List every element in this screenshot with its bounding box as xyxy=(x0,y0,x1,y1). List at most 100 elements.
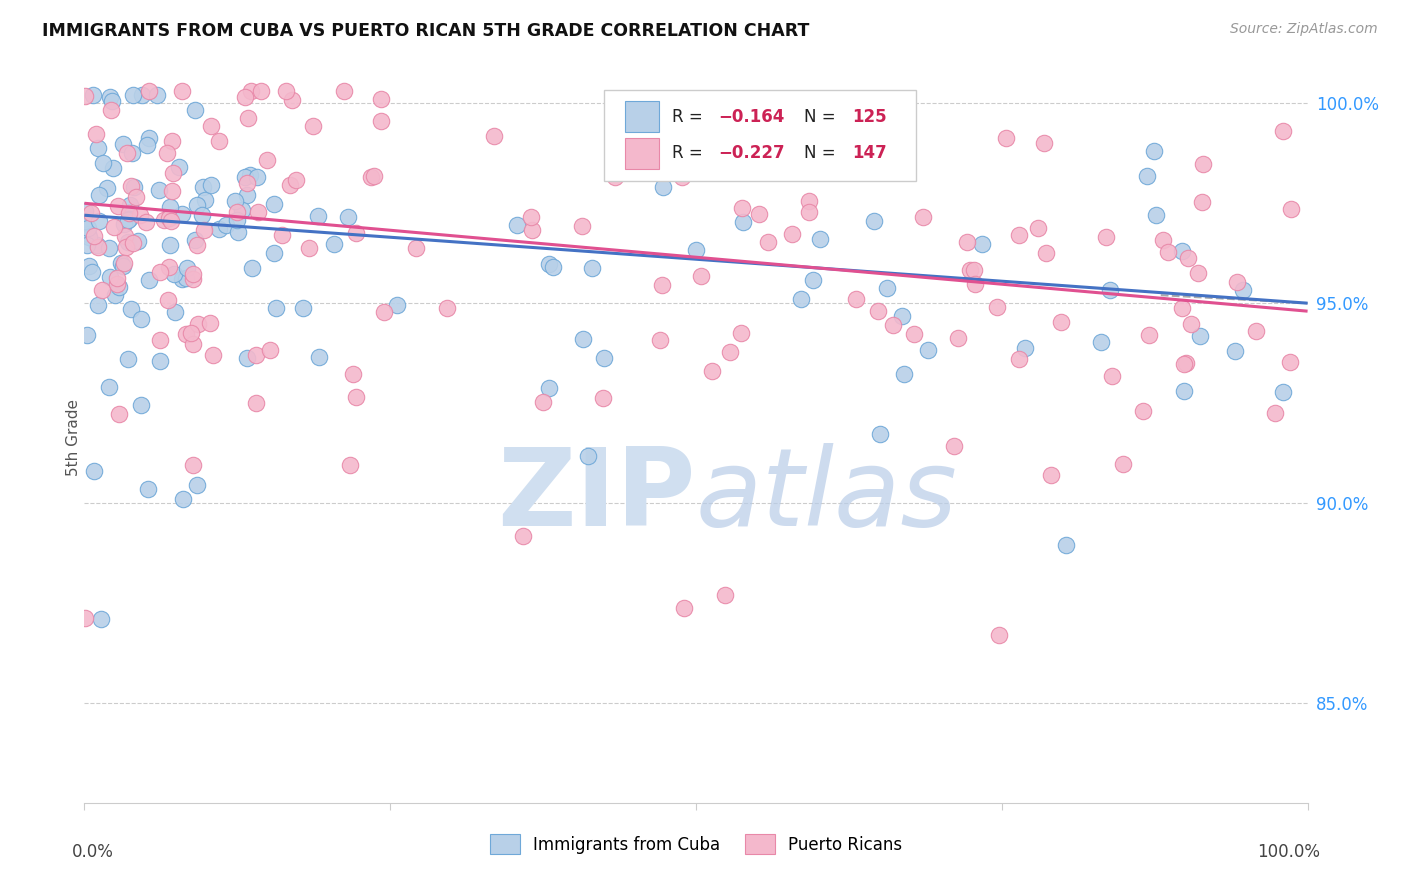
Point xyxy=(98,269,121,284)
Point xyxy=(801,273,824,287)
Point xyxy=(240,261,263,276)
Point xyxy=(1152,233,1174,247)
Point xyxy=(956,235,979,249)
Point xyxy=(104,288,127,302)
Point xyxy=(224,194,246,208)
Point xyxy=(87,298,110,312)
Point xyxy=(86,238,108,252)
Point xyxy=(385,298,408,312)
Point xyxy=(176,327,198,342)
Point xyxy=(200,119,222,133)
Point xyxy=(122,236,145,251)
Point xyxy=(339,458,361,473)
Point xyxy=(138,84,160,98)
Point xyxy=(135,215,157,229)
Point xyxy=(730,326,752,340)
Point xyxy=(1050,315,1073,329)
Point xyxy=(1226,275,1249,289)
Text: 0.0%: 0.0% xyxy=(72,843,114,861)
Point xyxy=(405,241,427,255)
Point xyxy=(112,256,135,270)
Point xyxy=(1171,244,1194,259)
Point xyxy=(236,111,259,125)
Point xyxy=(122,88,145,103)
Point xyxy=(167,160,190,174)
Text: 147: 147 xyxy=(852,145,887,162)
Text: R =: R = xyxy=(672,145,707,162)
Point xyxy=(226,205,249,219)
Point xyxy=(174,271,197,285)
Point xyxy=(541,260,564,274)
Point xyxy=(108,407,131,421)
Point xyxy=(89,214,111,228)
Text: N =: N = xyxy=(804,108,841,126)
Point xyxy=(263,197,285,211)
Point xyxy=(1264,406,1286,420)
Point xyxy=(572,332,595,346)
Point xyxy=(537,381,560,395)
Point xyxy=(972,237,994,252)
Point xyxy=(77,221,100,235)
Point xyxy=(342,367,364,381)
Point xyxy=(863,214,886,228)
Point xyxy=(799,205,821,219)
Point xyxy=(1180,317,1202,331)
Point xyxy=(845,293,868,307)
Point xyxy=(215,218,238,232)
Point xyxy=(249,84,271,98)
Point xyxy=(281,94,304,108)
Point xyxy=(1157,245,1180,260)
Point xyxy=(235,351,257,365)
Point xyxy=(1028,220,1050,235)
Point xyxy=(183,233,205,247)
Point xyxy=(893,368,915,382)
Legend: Immigrants from Cuba, Puerto Ricans: Immigrants from Cuba, Puerto Ricans xyxy=(482,828,910,860)
Point xyxy=(239,84,262,98)
Point xyxy=(181,337,204,351)
Point xyxy=(770,106,793,120)
Point xyxy=(103,161,125,175)
Point xyxy=(96,181,118,195)
Point xyxy=(163,267,186,281)
Point xyxy=(959,263,981,277)
Point xyxy=(120,301,142,316)
Text: −0.227: −0.227 xyxy=(718,145,785,162)
Point xyxy=(592,392,614,406)
Point xyxy=(903,326,925,341)
Point xyxy=(256,153,278,168)
Point xyxy=(644,95,666,109)
Point xyxy=(159,238,181,252)
Point xyxy=(108,279,131,293)
Point xyxy=(571,219,593,234)
Point xyxy=(226,213,249,227)
Point xyxy=(181,267,204,281)
Point xyxy=(233,169,256,184)
Bar xyxy=(626,138,659,169)
Point xyxy=(652,180,675,194)
Point xyxy=(129,311,152,326)
Point xyxy=(73,214,96,228)
Point xyxy=(1225,343,1247,358)
Point xyxy=(198,316,221,330)
Point xyxy=(193,180,215,194)
Point xyxy=(1272,124,1295,138)
Point xyxy=(120,198,142,212)
Point xyxy=(538,257,561,271)
Point xyxy=(876,281,898,295)
Point xyxy=(76,237,98,252)
Point xyxy=(118,212,141,227)
Point xyxy=(194,193,217,207)
Point xyxy=(160,134,183,148)
Point xyxy=(797,194,820,208)
Point xyxy=(593,351,616,366)
Point xyxy=(1090,335,1112,350)
Point xyxy=(291,301,314,315)
Point xyxy=(181,458,204,473)
Text: Source: ZipAtlas.com: Source: ZipAtlas.com xyxy=(1230,22,1378,37)
Text: R =: R = xyxy=(672,108,707,126)
Point xyxy=(1177,252,1199,266)
Point xyxy=(436,301,458,316)
Point xyxy=(87,240,110,254)
Point xyxy=(83,464,105,478)
Point xyxy=(690,268,713,283)
